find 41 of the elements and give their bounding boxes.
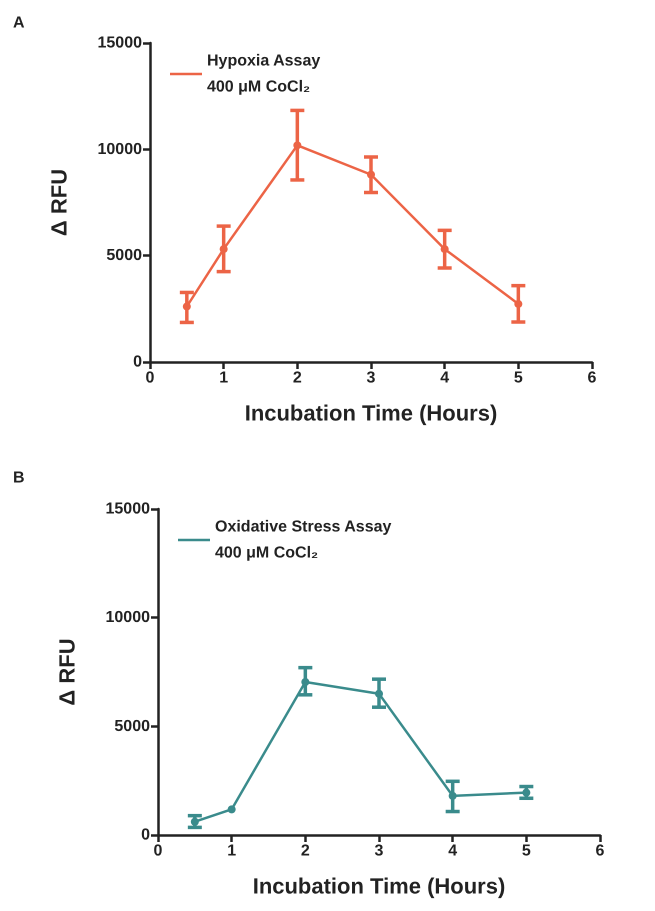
y-axis-title: Δ RFU [46, 168, 72, 236]
point [514, 300, 522, 308]
point [522, 788, 530, 797]
y-tick-label: 5000 [114, 718, 150, 735]
point [367, 170, 375, 179]
x-tick-label: 0 [154, 842, 163, 860]
x-axis-title: Incubation Time (Hours) [244, 400, 498, 426]
x-tick-label: 5 [514, 370, 523, 386]
x-tick-label: 1 [227, 842, 236, 860]
point [190, 818, 199, 826]
y-tick-label: 10000 [106, 609, 150, 626]
point [448, 792, 457, 800]
x-tick-label: 2 [292, 370, 302, 386]
x-tick-label: 1 [219, 370, 228, 386]
point [293, 141, 302, 150]
point [440, 245, 449, 254]
y-tick-label: 15000 [106, 500, 150, 518]
x-tick-label: 4 [440, 370, 450, 386]
x-tick-label: 5 [522, 842, 531, 860]
y-axis-title: Δ RFU [54, 638, 80, 706]
point [182, 302, 191, 310]
x-axis-title: Incubation Time (Hours) [252, 874, 506, 898]
y-tick-label: 5000 [106, 247, 142, 264]
point [228, 805, 236, 814]
x-tick-label: 2 [300, 842, 310, 860]
y-tick-label: 15000 [98, 34, 142, 52]
point [301, 678, 310, 686]
text: A [13, 14, 25, 32]
x-tick-label: 3 [374, 842, 384, 860]
legend-label: Hypoxia Assay 400 μM CoCl₂ [207, 52, 320, 96]
point [375, 690, 383, 698]
y-tick-label: 10000 [98, 140, 142, 158]
x-tick-label: 6 [596, 842, 605, 860]
point [220, 245, 228, 254]
x-tick-label: 6 [588, 370, 597, 386]
x-tick-label: 4 [448, 842, 458, 860]
y-tick-label: 0 [133, 354, 142, 370]
x-tick-label: 3 [366, 370, 376, 386]
legend-label: Oxidative Stress Assay 400 μM CoCl₂ [215, 518, 392, 562]
y-tick-label: 0 [141, 826, 150, 844]
text: B [13, 470, 25, 486]
